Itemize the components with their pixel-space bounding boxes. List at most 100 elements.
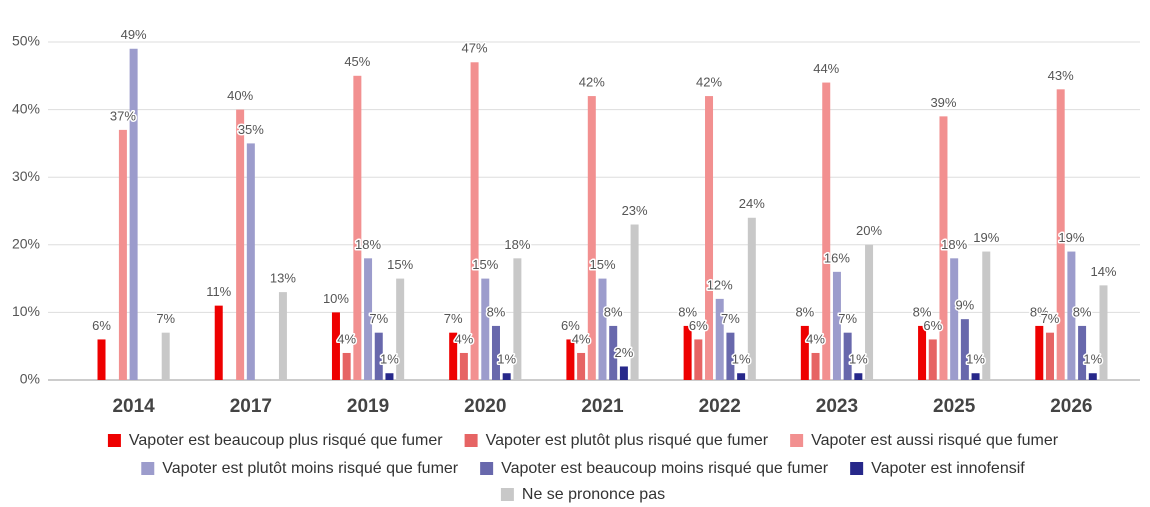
bar xyxy=(1099,285,1108,380)
bar xyxy=(630,224,639,380)
bar xyxy=(609,325,618,380)
bar xyxy=(353,75,362,381)
data-label: 1% xyxy=(497,352,516,367)
bar xyxy=(374,332,383,380)
data-label: 6% xyxy=(561,318,580,333)
bar xyxy=(715,298,724,380)
data-label: 8% xyxy=(487,304,506,319)
bar xyxy=(449,332,458,380)
x-tick-label: 2023 xyxy=(816,396,858,417)
y-tick-label: 0% xyxy=(20,371,40,387)
bar xyxy=(683,325,692,380)
data-label: 4% xyxy=(337,331,356,346)
data-label: 42% xyxy=(579,75,605,90)
data-label: 15% xyxy=(387,257,413,272)
y-tick-label: 20% xyxy=(12,236,40,252)
y-tick-label: 10% xyxy=(12,303,40,319)
bar xyxy=(800,325,809,380)
data-label: 1% xyxy=(1083,352,1102,367)
bar xyxy=(161,332,170,380)
bar xyxy=(364,258,373,380)
bar xyxy=(971,373,980,380)
data-label: 8% xyxy=(795,304,814,319)
bar xyxy=(726,332,735,380)
data-label: 2% xyxy=(615,345,634,360)
data-label: 1% xyxy=(732,352,751,367)
bar xyxy=(1045,332,1054,380)
data-label: 4% xyxy=(806,331,825,346)
data-label: 43% xyxy=(1048,68,1074,83)
data-label: 19% xyxy=(973,230,999,245)
data-label: 4% xyxy=(454,331,473,346)
bar xyxy=(577,352,586,380)
bar xyxy=(1078,325,1087,380)
legend-swatch xyxy=(790,434,804,447)
bar xyxy=(1088,373,1097,380)
legend-swatch xyxy=(107,434,121,447)
bar xyxy=(587,96,596,380)
bar xyxy=(502,373,511,380)
y-tick-label: 40% xyxy=(12,100,40,116)
x-tick-label: 2022 xyxy=(699,396,741,417)
bar xyxy=(331,312,340,380)
data-label: 8% xyxy=(913,304,932,319)
bar xyxy=(1035,325,1044,380)
data-label: 39% xyxy=(930,95,956,110)
bar xyxy=(747,217,756,380)
bar xyxy=(118,129,127,380)
data-label: 14% xyxy=(1090,264,1116,279)
data-label: 23% xyxy=(622,203,648,218)
data-label: 1% xyxy=(849,352,868,367)
data-label: 6% xyxy=(923,318,942,333)
bar xyxy=(513,258,522,380)
bar xyxy=(481,278,490,380)
data-label: 11% xyxy=(206,284,231,299)
bar xyxy=(854,373,863,380)
data-label: 20% xyxy=(856,223,882,238)
bar xyxy=(214,305,223,380)
data-label: 6% xyxy=(689,318,708,333)
legend-label: Vapoter est beaucoup moins risqué que fu… xyxy=(501,460,829,477)
bar xyxy=(705,96,714,380)
x-tick-label: 2019 xyxy=(347,396,389,417)
data-label: 45% xyxy=(344,54,370,69)
bar xyxy=(737,373,746,380)
bar xyxy=(246,143,255,380)
x-tick-label: 2017 xyxy=(230,396,272,417)
bar xyxy=(960,319,969,380)
data-label: 9% xyxy=(955,298,974,313)
bar xyxy=(278,292,287,380)
bar xyxy=(342,352,351,380)
bar xyxy=(928,339,937,380)
bar xyxy=(950,258,959,380)
data-label: 8% xyxy=(604,304,623,319)
bar xyxy=(396,278,405,380)
data-label: 15% xyxy=(472,257,498,272)
legend-label: Vapoter est beaucoup plus risqué que fum… xyxy=(129,432,443,449)
bar xyxy=(566,339,575,380)
data-label: 7% xyxy=(444,311,463,326)
bar xyxy=(129,48,138,380)
bar xyxy=(843,332,852,380)
bar xyxy=(939,116,948,381)
bar xyxy=(236,109,245,380)
data-label: 16% xyxy=(824,250,850,265)
data-label: 37% xyxy=(110,108,136,123)
bar xyxy=(97,339,106,380)
x-tick-label: 2026 xyxy=(1050,396,1092,417)
legend-label: Vapoter est aussi risqué que fumer xyxy=(811,432,1059,449)
data-label: 4% xyxy=(572,331,591,346)
bar xyxy=(459,352,468,380)
data-label: 15% xyxy=(589,257,615,272)
data-label: 12% xyxy=(707,277,733,292)
data-label: 40% xyxy=(227,88,253,103)
bar xyxy=(694,339,703,380)
data-label: 8% xyxy=(1073,304,1092,319)
bar xyxy=(385,373,394,380)
legend-swatch xyxy=(141,462,155,475)
x-tick-label: 2014 xyxy=(112,396,155,417)
data-label: 8% xyxy=(678,304,697,319)
data-label: 44% xyxy=(813,61,839,76)
x-tick-label: 2025 xyxy=(933,396,976,417)
data-label: 7% xyxy=(156,311,175,326)
